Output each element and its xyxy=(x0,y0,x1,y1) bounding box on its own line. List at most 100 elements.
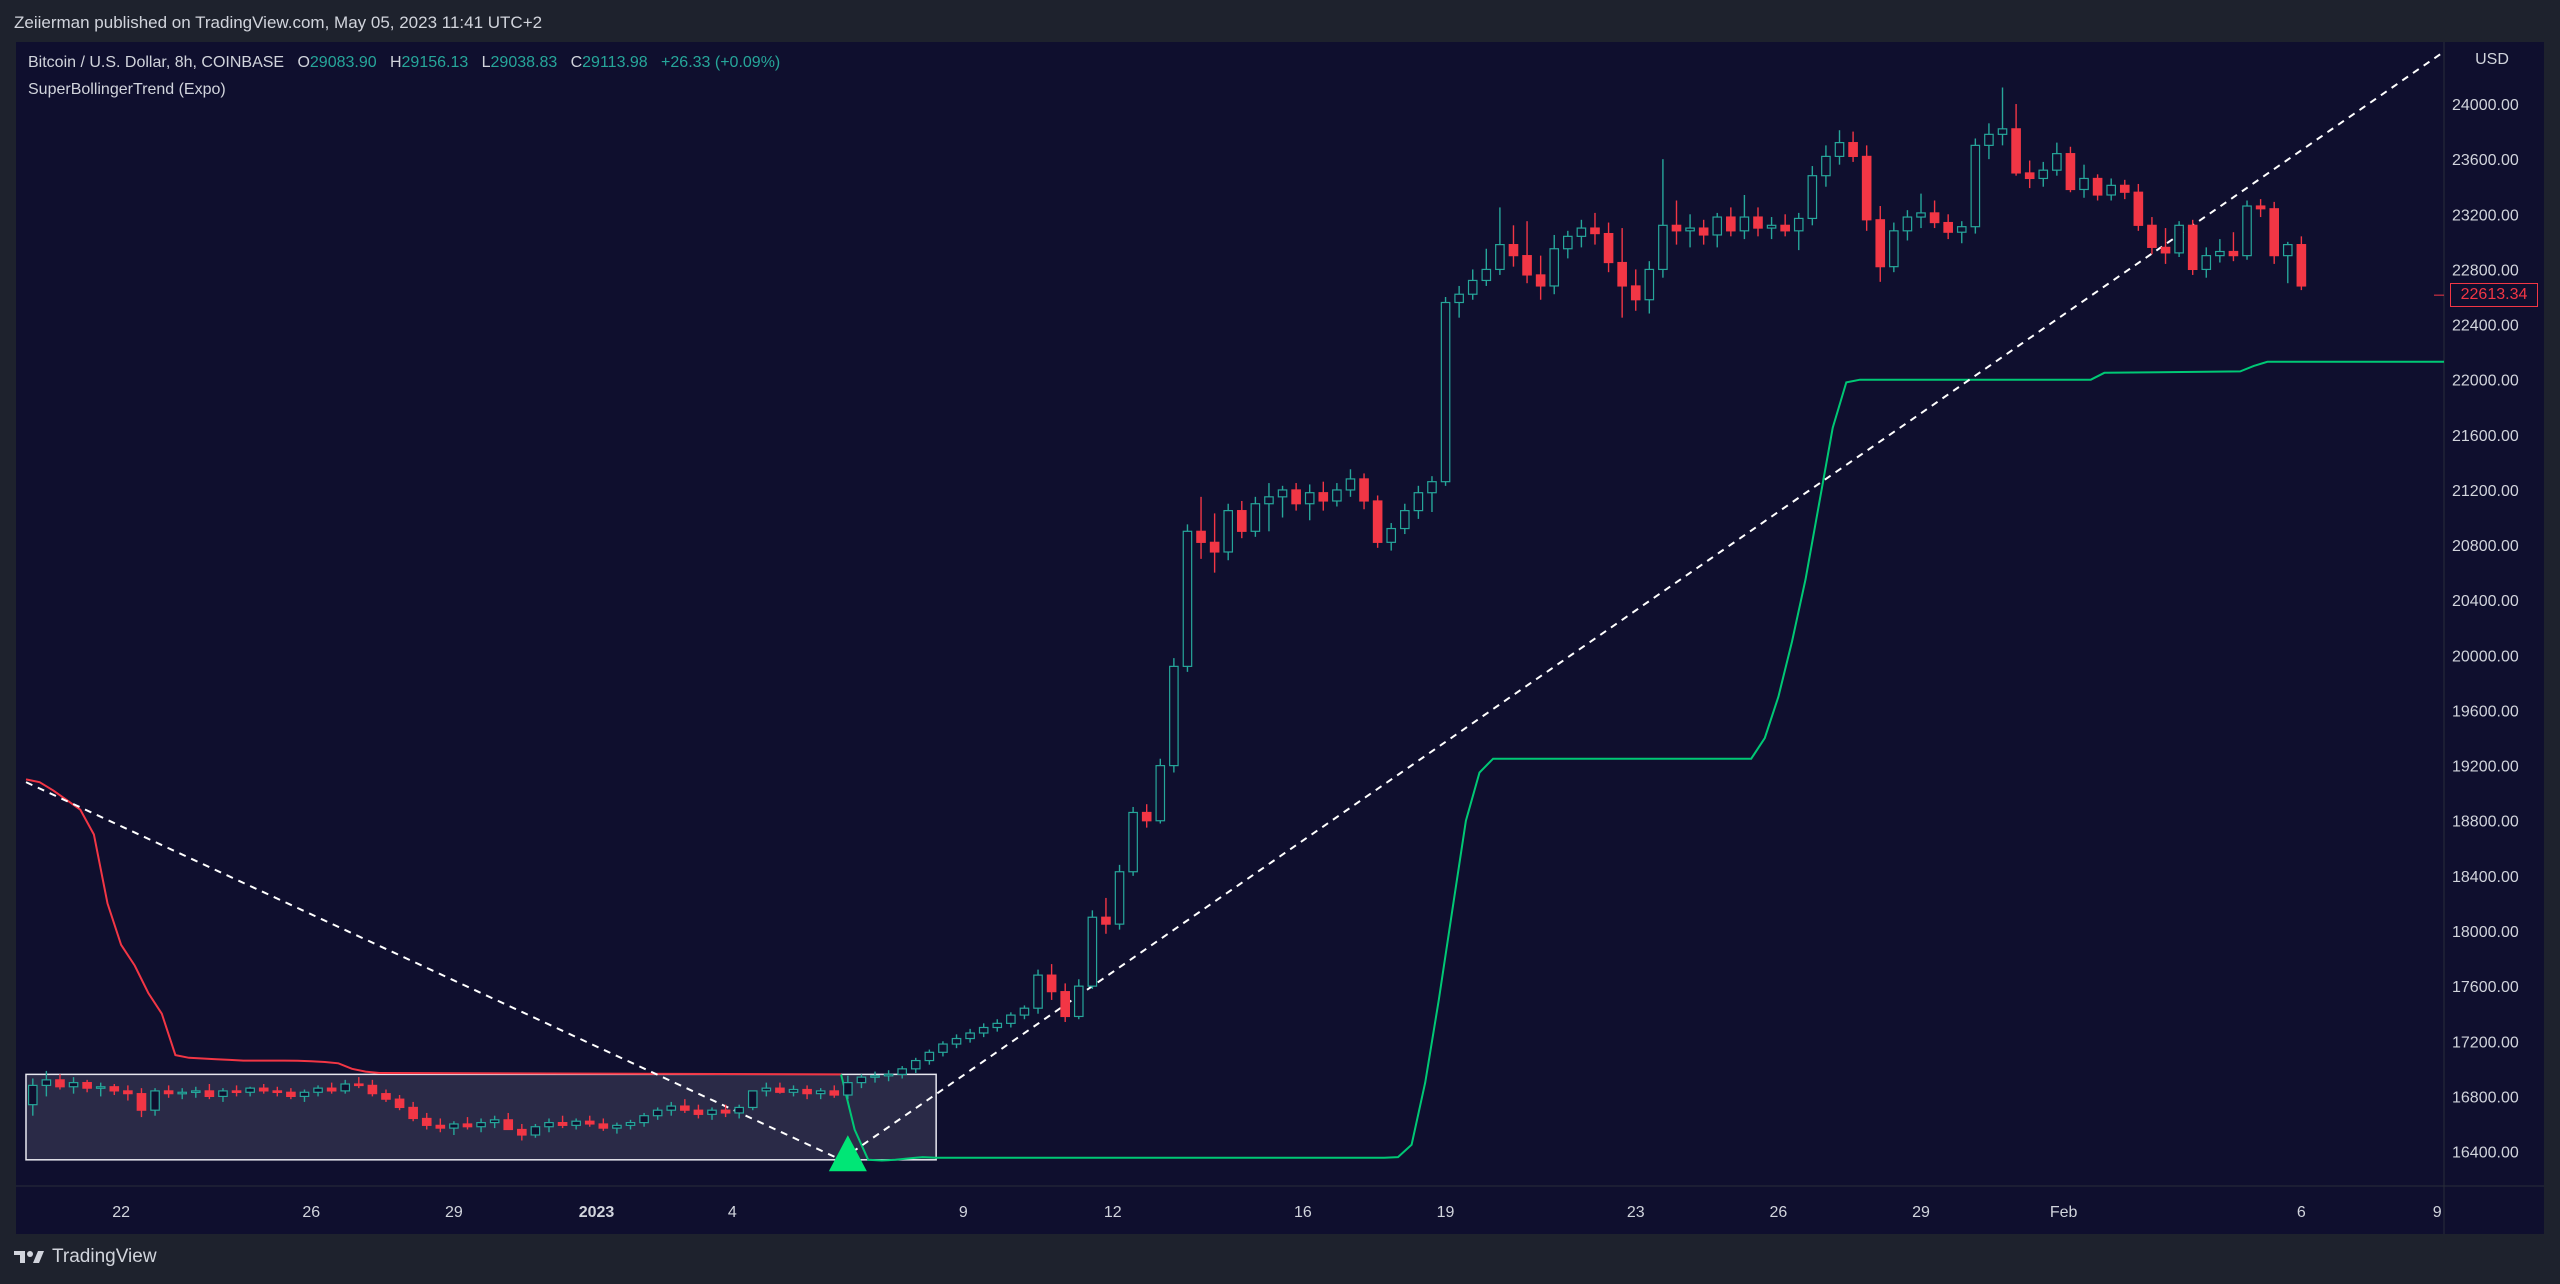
candle-body xyxy=(1753,216,1763,229)
price-chart[interactable]: USD 16400.00 16800.00 17200.00 17600.00 18000… xyxy=(16,42,2544,1234)
candle xyxy=(951,1034,962,1049)
price-tick-label: 23600.00 xyxy=(2452,152,2519,169)
candle-body xyxy=(1563,235,1573,250)
candle xyxy=(1006,1012,1016,1028)
candle-body xyxy=(720,1109,731,1114)
candle-body xyxy=(381,1093,391,1100)
candle-body xyxy=(1250,503,1261,532)
currency-label[interactable]: USD xyxy=(2475,51,2509,68)
candle xyxy=(2106,178,2116,201)
candle-body xyxy=(1997,128,2008,135)
candle-body xyxy=(1929,212,1940,224)
candle-body xyxy=(938,1043,948,1053)
candle xyxy=(843,1075,853,1100)
indicator-legend[interactable]: SuperBollingerTrend (Expo) xyxy=(28,81,226,99)
candle-body xyxy=(1332,489,1342,502)
candle-body xyxy=(2092,177,2103,196)
candle xyxy=(367,1079,378,1097)
candle xyxy=(190,1086,201,1098)
candle-body xyxy=(150,1090,160,1111)
candle-body xyxy=(1155,765,1166,822)
price-tick-label: 21200.00 xyxy=(2452,483,2519,500)
candle-body xyxy=(1264,496,1274,505)
time-tick-label: 6 xyxy=(2297,1204,2306,1221)
price-tick-label: 18800.00 xyxy=(2452,814,2519,831)
candle xyxy=(571,1118,581,1130)
candle xyxy=(1359,473,1369,510)
candle-body xyxy=(1223,510,1234,553)
candle-body xyxy=(1698,227,1709,236)
candle-body xyxy=(666,1105,677,1111)
candle xyxy=(218,1088,228,1102)
candle xyxy=(747,1090,758,1111)
symbol-legend[interactable]: Bitcoin / U.S. Dollar, 8h, COINBASE O290… xyxy=(28,54,780,72)
candle xyxy=(1807,166,1818,226)
candle xyxy=(720,1104,731,1118)
candle-body xyxy=(408,1106,418,1120)
indicator-name[interactable]: SuperBollingerTrend (Expo) xyxy=(28,81,226,98)
candle xyxy=(109,1084,120,1096)
low-label: L xyxy=(481,54,491,71)
candle-body xyxy=(2038,169,2049,180)
time-axis[interactable]: 22 26 29 2023 4 9 12 16 19 23 26 29 Feb 6 9 xyxy=(112,1204,2442,1221)
candle xyxy=(1902,210,1913,241)
candle xyxy=(1821,145,1831,187)
candle xyxy=(1875,206,1886,282)
candle xyxy=(95,1082,106,1097)
candle-body xyxy=(435,1124,446,1129)
signal-group xyxy=(828,1135,867,1172)
candle xyxy=(2228,232,2239,262)
candle xyxy=(462,1117,473,1130)
candle-body xyxy=(652,1109,663,1117)
candle xyxy=(1916,193,1926,229)
open-value: 29083.90 xyxy=(309,54,377,71)
candle-body xyxy=(1766,224,1777,229)
candle-body xyxy=(272,1090,283,1093)
candle xyxy=(680,1099,690,1113)
candle-body xyxy=(2296,244,2307,287)
candle xyxy=(1943,214,1953,240)
candle-body xyxy=(1861,155,1872,221)
candle-body xyxy=(95,1086,106,1089)
candle-body xyxy=(1019,1007,1030,1016)
candle xyxy=(1046,964,1057,1000)
candle-body xyxy=(1671,224,1682,232)
tradingview-logo-icon xyxy=(14,1251,44,1263)
candle xyxy=(476,1118,486,1133)
price-tick-label: 19600.00 xyxy=(2452,703,2519,720)
candle xyxy=(1223,503,1234,561)
bearish-band-line xyxy=(25,778,842,1076)
candle xyxy=(802,1085,812,1100)
candle xyxy=(1780,214,1790,237)
candle-body xyxy=(1399,510,1410,530)
price-axis[interactable]: USD 16400.00 16800.00 17200.00 17600.00 18000… xyxy=(2452,51,2519,1162)
candle-body xyxy=(870,1075,880,1078)
candle-body xyxy=(462,1123,473,1128)
candle xyxy=(2147,217,2157,255)
candle xyxy=(2052,142,2062,176)
candle xyxy=(1766,217,1777,240)
candle-body xyxy=(680,1105,690,1111)
candle-body xyxy=(1712,216,1723,236)
buy-signal-triangle xyxy=(828,1135,867,1172)
candle-body xyxy=(693,1109,704,1115)
candle-body xyxy=(1984,133,1994,146)
close-value: 29113.98 xyxy=(582,54,648,71)
candle-body xyxy=(1169,665,1179,767)
candle-body xyxy=(910,1059,921,1070)
candle-body xyxy=(815,1090,826,1095)
candle xyxy=(1861,145,1872,231)
symbol-name[interactable]: Bitcoin / U.S. Dollar, 8h, COINBASE xyxy=(28,54,285,71)
candle-body xyxy=(476,1121,486,1128)
candle xyxy=(734,1104,744,1119)
candle xyxy=(2187,219,2198,275)
time-tick-label: 29 xyxy=(1912,1204,1930,1221)
candle xyxy=(1033,969,1043,1014)
candle-body xyxy=(1291,489,1301,505)
footer-brand[interactable]: TradingView xyxy=(14,1246,157,1268)
candle-body xyxy=(856,1076,867,1084)
chart-pane[interactable] xyxy=(16,42,2544,1234)
candle-body xyxy=(1467,279,1478,295)
candle xyxy=(1997,87,2008,146)
candle xyxy=(625,1119,636,1130)
